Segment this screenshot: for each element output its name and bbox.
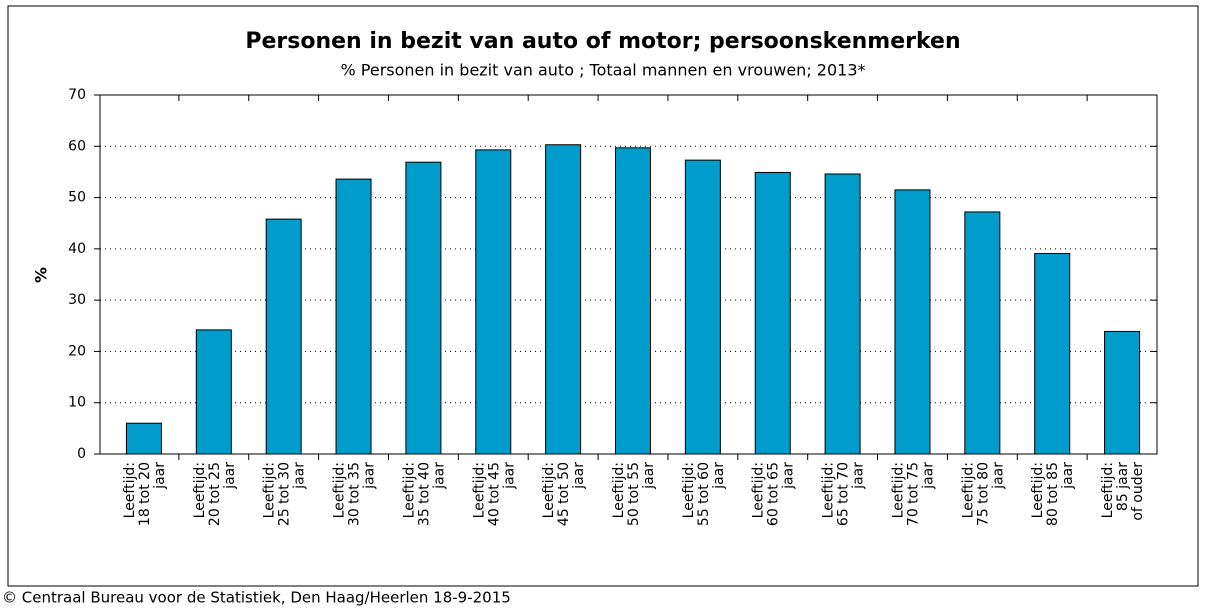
x-tick-label: jaar [571,462,587,490]
bar [195,329,232,455]
bar [475,149,512,455]
chart-title: Personen in bezit van auto of motor; per… [245,29,960,54]
x-tick-label: jaar [362,462,378,490]
x-tick-label: 25 tot 30 [277,462,293,526]
bar [335,178,372,455]
x-tick-label: jaar [222,462,238,490]
x-tick-label: Leeftijd: [611,462,627,518]
x-tick-label: jaar [152,462,168,490]
x-tick-label: 80 tot 85 [1045,462,1061,526]
frame [7,5,1199,587]
x-tick-label: Leeftijd: [681,462,697,518]
x-tick-label: jaar [501,462,517,490]
y-tick-label: 20 [68,343,86,359]
x-tick-label: 40 tot 45 [486,462,502,526]
bar [265,218,302,455]
x-tick-label: Leeftijd: [332,462,348,518]
x-tick-label: 75 tot 80 [975,462,991,526]
y-tick-label: 70 [68,87,86,103]
y-tick-label: 10 [68,395,86,411]
y-tick-label: 30 [68,292,86,308]
x-tick-label: jaar [431,462,447,490]
y-tick-label: 0 [77,446,86,462]
footer: © Centraal Bureau voor de Statistiek, De… [2,589,511,607]
bar [545,144,582,455]
x-tick-label: jaar [851,462,867,490]
bar [405,161,442,455]
x-tick-label: jaar [990,462,1006,490]
x-tick-label: of ouder [1130,462,1146,521]
x-tick-label: 30 tot 35 [347,462,363,526]
x-tick-label: Leeftijd: [541,462,557,518]
y-tick-label: 60 [68,138,86,154]
y-tick-label: 50 [68,190,86,206]
y-tick-label: 40 [68,241,86,257]
x-tick-label: 45 tot 50 [556,462,572,526]
x-tick-label: 85 jaar [1115,462,1131,511]
bar [615,147,651,455]
x-tick-label: Leeftijd: [1100,462,1116,518]
bar [964,211,1001,455]
bar [824,173,861,455]
x-tick-label: 65 tot 70 [836,462,852,526]
x-tick-label: jaar [641,462,657,490]
x-tick-label: 20 tot 25 [207,462,223,526]
x-tick-label: Leeftijd: [192,462,208,518]
x-tick-label: 35 tot 40 [416,462,432,526]
chart-subtitle: % Personen in bezit van auto ; Totaal ma… [340,61,865,80]
bar [894,189,931,455]
bar [754,171,791,455]
bar [1104,330,1141,455]
x-tick-label: Leeftijd: [471,462,487,518]
x-tick-label: jaar [920,462,936,490]
x-tick-label: 60 tot 65 [766,462,782,526]
bar [125,422,162,455]
bar [684,159,721,455]
x-tick-label: Leeftijd: [751,462,767,518]
x-tick-label: jaar [781,462,797,490]
x-tick-label: Leeftijd: [122,462,138,518]
x-tick-label: 18 tot 20 [137,462,153,526]
x-tick-label: 55 tot 60 [696,462,712,526]
x-tick-label: Leeftijd: [262,462,278,518]
bar [1034,252,1071,455]
x-tick-label: 50 tot 55 [626,462,642,526]
x-tick-label: jaar [1060,462,1076,490]
x-tick-label: Leeftijd: [890,462,906,518]
y-axis-label: % [32,267,51,283]
x-tick-label: jaar [292,462,308,490]
x-tick-label: jaar [711,462,727,490]
x-tick-label: Leeftijd: [401,462,417,518]
x-tick-label: Leeftijd: [1030,462,1046,518]
x-tick-label: Leeftijd: [960,462,976,518]
x-tick-label: 70 tot 75 [905,462,921,526]
x-tick-label: Leeftijd: [821,462,837,518]
